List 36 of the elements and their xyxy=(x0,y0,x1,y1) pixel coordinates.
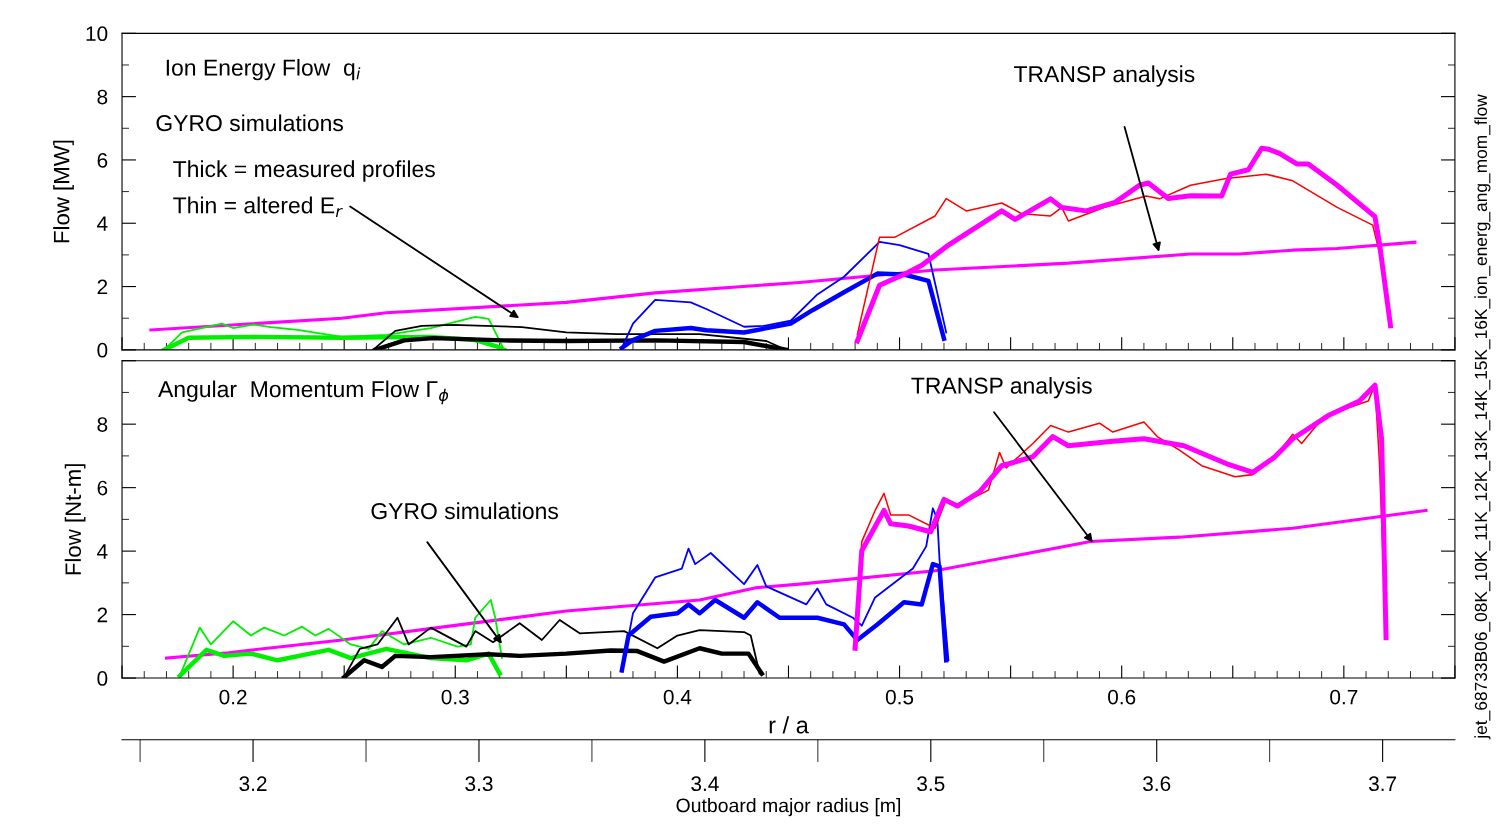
x-tick-label: 0.3 xyxy=(441,689,469,705)
y-tick-label: 8 xyxy=(97,89,108,105)
x-tick-label: 0.7 xyxy=(1330,689,1358,705)
x2-tick-label: 3.2 xyxy=(239,776,267,792)
x-tick-label: 0.5 xyxy=(885,689,914,705)
annotation: TRANSP analysis xyxy=(1014,65,1195,87)
annotation: Thin = altered E$_{r}$ xyxy=(173,196,343,217)
x-axis-title: r / a xyxy=(769,716,809,734)
x2-tick-label: 3.6 xyxy=(1143,776,1171,792)
x-tick-label: 0.2 xyxy=(219,689,247,705)
x2-tick-label: 3.3 xyxy=(465,776,493,792)
annotation: GYRO simulations xyxy=(156,114,344,132)
y-axis-title: Flow [Nt-m] xyxy=(64,464,86,575)
x2-tick-label: 3.5 xyxy=(917,776,945,792)
y-tick-label: 4 xyxy=(97,544,108,559)
annotation: GYRO simulations xyxy=(371,502,558,520)
x2-tick-label: 3.7 xyxy=(1368,776,1397,792)
annotation: Ion Energy Flow q$_{i}$ xyxy=(166,58,361,81)
y-tick-label: 0 xyxy=(97,671,108,686)
x2-axis-title: Outboard major radius [m] xyxy=(676,798,901,817)
y-tick-label: 6 xyxy=(97,152,108,168)
annotation: TRANSP analysis xyxy=(911,376,1092,399)
y-tick-label: 2 xyxy=(97,607,108,623)
y-axis-title: Flow [MW] xyxy=(53,140,74,243)
y-tick-label: 10 xyxy=(86,26,108,42)
annotation: Thick = measured profiles xyxy=(173,160,435,182)
y-tick-label: 6 xyxy=(97,480,108,496)
x2-tick-label: 3.4 xyxy=(691,776,719,792)
x-tick-label: 0.6 xyxy=(1108,689,1136,705)
text: jet_68733B06_08K_10K_11K_12K_13K_14K_15K_16K_ion_energ_ang_mom_flow xyxy=(1474,94,1491,740)
annotation: Angular Momentum Flow Γ$_{ϕ}$ xyxy=(158,380,449,405)
y-tick-label: 4 xyxy=(97,216,108,231)
x-tick-label: 0.4 xyxy=(663,689,692,705)
y-tick-label: 2 xyxy=(97,279,108,295)
y-tick-label: 8 xyxy=(97,417,108,432)
y-tick-label: 0 xyxy=(97,342,108,358)
